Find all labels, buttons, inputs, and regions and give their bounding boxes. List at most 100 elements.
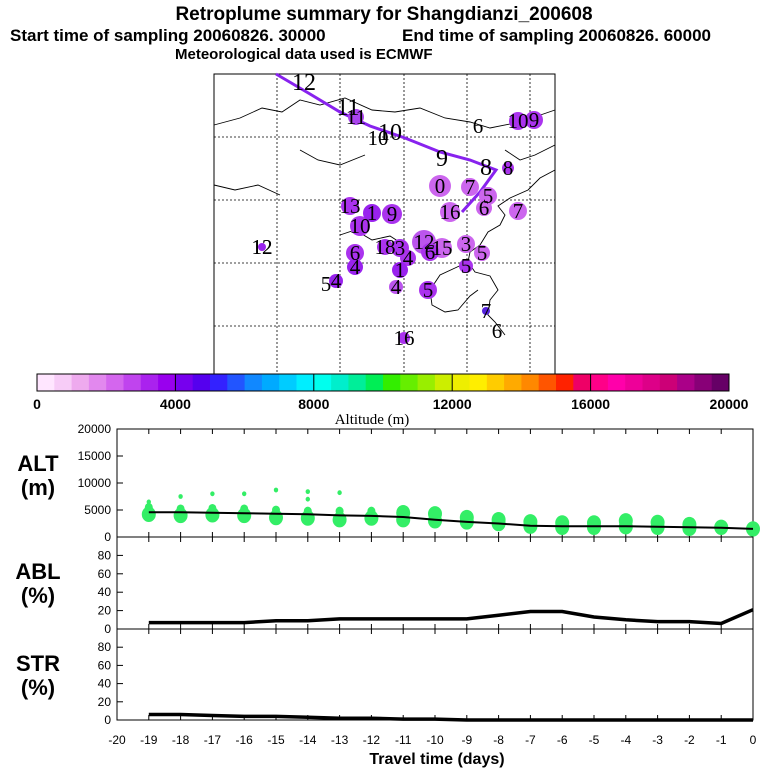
- point-label: 6: [492, 319, 503, 343]
- y-tick-label: 20000: [78, 422, 112, 436]
- altitude-point: [305, 489, 310, 495]
- colorbar-cell: [486, 374, 505, 391]
- point-label: 3: [395, 236, 406, 260]
- colorbar-cell: [331, 374, 349, 391]
- point-label: 3: [461, 232, 472, 256]
- colorbar-cell: [607, 374, 626, 391]
- chart-title: Retroplume summary for Shangdianzi_20060…: [175, 4, 593, 25]
- x-tick-label: -17: [204, 733, 222, 747]
- point-label: 4: [403, 246, 414, 270]
- y-tick-label: 20: [98, 604, 112, 618]
- colorbar-cell: [417, 374, 436, 391]
- plume-point: [347, 259, 363, 275]
- point-label: 9: [387, 202, 398, 226]
- colorbar-cell: [192, 374, 211, 391]
- x-tick-label: -7: [525, 733, 536, 747]
- plume-point: [377, 239, 393, 255]
- colorbar-cell: [123, 374, 142, 391]
- x-tick-label: -10: [426, 733, 444, 747]
- colorbar-cell: [521, 374, 540, 391]
- y-axis-label: ABL: [15, 559, 60, 584]
- altitude-point: [523, 514, 538, 530]
- altitude-point: [335, 506, 344, 516]
- plume-point: [461, 178, 479, 196]
- colorbar-cell: [659, 374, 678, 391]
- colorbar-cell: [711, 374, 730, 391]
- point-label: 5: [321, 272, 332, 296]
- colorbar-cell: [313, 374, 332, 391]
- y-axis-label: STR: [16, 651, 60, 676]
- colorbar-cell: [227, 374, 246, 391]
- altitude-point: [178, 494, 183, 499]
- point-label: 16: [394, 326, 415, 350]
- colorbar-cell: [54, 374, 73, 391]
- altitude-point: [428, 506, 442, 522]
- x-tick-label: -4: [620, 733, 631, 747]
- point-label: 10: [368, 126, 389, 150]
- altitude-point: [364, 510, 379, 526]
- panel-str: 0 20 40 60 80 STR(%): [16, 628, 754, 727]
- colorbar-cell: [158, 374, 176, 391]
- x-tick-label: -6: [557, 733, 568, 747]
- plume-point: [474, 245, 490, 261]
- altitude-point: [176, 504, 185, 514]
- plume-point: [419, 281, 437, 299]
- trajectory-label: 11: [336, 95, 359, 121]
- plume-point: [350, 216, 370, 236]
- trajectory-label: 10: [378, 120, 402, 146]
- point-label: 12: [252, 235, 273, 259]
- point-label: 12: [414, 230, 435, 254]
- point-label: 8: [503, 156, 514, 180]
- point-label: 5: [483, 184, 494, 208]
- altitude-point: [305, 496, 310, 502]
- point-label: 5: [461, 254, 472, 278]
- altitude-point: [367, 506, 376, 516]
- point-label: 6: [425, 240, 436, 264]
- colorbar-cell: [348, 374, 367, 391]
- plume-point: [398, 332, 410, 344]
- point-label: 5: [477, 241, 488, 265]
- colorbar-cell: [573, 374, 592, 391]
- colorbar-cell: [538, 374, 557, 391]
- colorbar-cell: [88, 374, 107, 391]
- point-label: 6: [473, 114, 484, 138]
- colorbar-cell: [434, 374, 453, 391]
- plume-point: [525, 111, 543, 129]
- y-tick-label: 10000: [78, 476, 112, 490]
- plume-point: [502, 162, 514, 174]
- colorbar-cell: [452, 374, 470, 391]
- colorbar-cell: [210, 374, 228, 391]
- colorbar-cell: [106, 374, 124, 391]
- x-tick-label: -16: [236, 733, 254, 747]
- colorbar-cell: [383, 374, 401, 391]
- y-tick-label: 0: [104, 713, 111, 727]
- map-coastlines: [213, 97, 556, 336]
- point-label: 18: [375, 235, 396, 259]
- plume-point: [400, 250, 416, 266]
- plume-point: [476, 200, 492, 216]
- colorbar-cell: [400, 374, 419, 391]
- colorbar-tick-label: 4000: [160, 396, 191, 412]
- colorbar-cell: [642, 374, 661, 391]
- plume-point: [440, 202, 460, 222]
- plume-point: [382, 204, 402, 224]
- point-label: 15: [432, 236, 453, 260]
- point-label: 1: [395, 258, 406, 282]
- colorbar-tick-label: 12000: [433, 396, 472, 412]
- y-tick-label: 0: [104, 622, 111, 636]
- point-label: 12: [252, 235, 273, 259]
- map-gridlines: [214, 74, 555, 374]
- x-tick-label: -19: [140, 733, 158, 747]
- x-axis-label: Travel time (days): [369, 751, 504, 768]
- point-label: 7: [481, 299, 492, 323]
- colorbar-cell: [71, 374, 90, 391]
- point-label: 13: [340, 194, 361, 218]
- trajectory-label: 12: [292, 70, 316, 96]
- x-tick-label: -12: [363, 733, 381, 747]
- altitude-point: [587, 515, 601, 531]
- plume-point: [329, 274, 343, 288]
- series-line: [148, 712, 753, 722]
- plume-point: [459, 259, 473, 273]
- x-tick-label: 0: [750, 733, 757, 747]
